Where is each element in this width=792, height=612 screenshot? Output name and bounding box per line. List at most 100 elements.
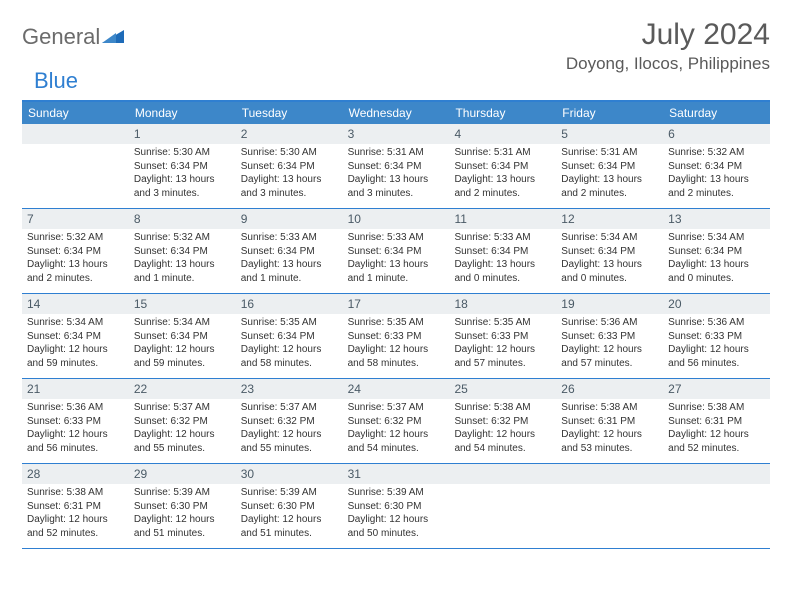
day-body: Sunrise: 5:30 AMSunset: 6:34 PMDaylight:… [129,144,236,204]
day-info-line: Sunrise: 5:38 AM [668,401,765,415]
day-number [663,464,770,484]
day-info-line: Daylight: 12 hours [241,513,338,527]
day-cell: 29Sunrise: 5:39 AMSunset: 6:30 PMDayligh… [129,464,236,548]
day-info-line: Sunset: 6:33 PM [668,330,765,344]
day-body: Sunrise: 5:36 AMSunset: 6:33 PMDaylight:… [22,399,129,459]
day-number: 13 [663,209,770,229]
day-info-line: Daylight: 13 hours [241,173,338,187]
day-number: 27 [663,379,770,399]
day-info-line: Sunset: 6:34 PM [668,160,765,174]
day-number: 12 [556,209,663,229]
day-info-line: Daylight: 13 hours [454,258,551,272]
day-cell: 13Sunrise: 5:34 AMSunset: 6:34 PMDayligh… [663,209,770,293]
day-info-line: Sunset: 6:34 PM [241,160,338,174]
day-cell: 7Sunrise: 5:32 AMSunset: 6:34 PMDaylight… [22,209,129,293]
day-info-line: and 57 minutes. [561,357,658,371]
day-info-line: Daylight: 12 hours [454,343,551,357]
day-cell: 9Sunrise: 5:33 AMSunset: 6:34 PMDaylight… [236,209,343,293]
day-number: 23 [236,379,343,399]
day-info-line: Daylight: 13 hours [561,258,658,272]
day-info-line: Daylight: 12 hours [454,428,551,442]
day-body: Sunrise: 5:39 AMSunset: 6:30 PMDaylight:… [236,484,343,544]
day-info-line: Sunset: 6:30 PM [134,500,231,514]
day-cell: 28Sunrise: 5:38 AMSunset: 6:31 PMDayligh… [22,464,129,548]
day-info-line: and 1 minute. [134,272,231,286]
day-body: Sunrise: 5:37 AMSunset: 6:32 PMDaylight:… [343,399,450,459]
day-body: Sunrise: 5:34 AMSunset: 6:34 PMDaylight:… [22,314,129,374]
day-info-line: and 55 minutes. [134,442,231,456]
day-info-line: and 54 minutes. [454,442,551,456]
day-number: 7 [22,209,129,229]
day-info-line: and 0 minutes. [454,272,551,286]
day-info-line: Daylight: 12 hours [561,428,658,442]
day-body: Sunrise: 5:35 AMSunset: 6:33 PMDaylight:… [343,314,450,374]
day-info-line: Sunrise: 5:36 AM [668,316,765,330]
day-info-line: Sunset: 6:31 PM [561,415,658,429]
day-info-line: Sunset: 6:34 PM [134,330,231,344]
day-info-line: Daylight: 13 hours [454,173,551,187]
day-info-line: and 56 minutes. [27,442,124,456]
brand-logo: General [22,18,126,50]
day-number: 26 [556,379,663,399]
day-info-line: Sunrise: 5:39 AM [241,486,338,500]
day-body: Sunrise: 5:37 AMSunset: 6:32 PMDaylight:… [129,399,236,459]
day-body: Sunrise: 5:34 AMSunset: 6:34 PMDaylight:… [129,314,236,374]
day-info-line: Daylight: 12 hours [348,513,445,527]
day-info-line: Sunset: 6:31 PM [27,500,124,514]
day-info-line: and 57 minutes. [454,357,551,371]
day-cell [663,464,770,548]
day-info-line: and 2 minutes. [454,187,551,201]
day-body: Sunrise: 5:33 AMSunset: 6:34 PMDaylight:… [449,229,556,289]
day-number: 19 [556,294,663,314]
day-info-line: Daylight: 13 hours [134,258,231,272]
day-info-line: and 59 minutes. [27,357,124,371]
day-info-line: Sunset: 6:32 PM [241,415,338,429]
day-number: 28 [22,464,129,484]
day-info-line: Sunset: 6:33 PM [348,330,445,344]
weeks-container: 1Sunrise: 5:30 AMSunset: 6:34 PMDaylight… [22,124,770,549]
day-info-line: Daylight: 13 hours [668,258,765,272]
day-body: Sunrise: 5:35 AMSunset: 6:33 PMDaylight:… [449,314,556,374]
day-number: 8 [129,209,236,229]
day-info-line: Sunset: 6:34 PM [561,160,658,174]
day-cell: 31Sunrise: 5:39 AMSunset: 6:30 PMDayligh… [343,464,450,548]
day-info-line: Daylight: 12 hours [27,343,124,357]
day-body: Sunrise: 5:31 AMSunset: 6:34 PMDaylight:… [556,144,663,204]
day-number: 10 [343,209,450,229]
day-info-line: Sunrise: 5:36 AM [27,401,124,415]
day-cell: 2Sunrise: 5:30 AMSunset: 6:34 PMDaylight… [236,124,343,208]
day-number: 17 [343,294,450,314]
brand-name-2: Blue [34,68,78,94]
day-info-line: Sunset: 6:32 PM [454,415,551,429]
day-info-line: Daylight: 12 hours [134,343,231,357]
day-header: Friday [556,102,663,124]
day-info-line: Sunrise: 5:39 AM [348,486,445,500]
day-info-line: Sunrise: 5:32 AM [668,146,765,160]
day-info-line: Sunrise: 5:38 AM [454,401,551,415]
day-body: Sunrise: 5:33 AMSunset: 6:34 PMDaylight:… [236,229,343,289]
day-body: Sunrise: 5:38 AMSunset: 6:31 PMDaylight:… [22,484,129,544]
day-header: Wednesday [343,102,450,124]
day-cell [22,124,129,208]
day-info-line: Sunrise: 5:35 AM [241,316,338,330]
day-cell: 18Sunrise: 5:35 AMSunset: 6:33 PMDayligh… [449,294,556,378]
day-info-line: and 3 minutes. [348,187,445,201]
day-body: Sunrise: 5:35 AMSunset: 6:34 PMDaylight:… [236,314,343,374]
day-info-line: Sunset: 6:34 PM [134,160,231,174]
day-info-line: Sunrise: 5:36 AM [561,316,658,330]
day-info-line: and 59 minutes. [134,357,231,371]
day-info-line: Sunrise: 5:32 AM [134,231,231,245]
day-info-line: and 2 minutes. [561,187,658,201]
day-body: Sunrise: 5:31 AMSunset: 6:34 PMDaylight:… [343,144,450,204]
day-info-line: Sunrise: 5:31 AM [561,146,658,160]
day-info-line: Daylight: 12 hours [134,513,231,527]
day-cell: 22Sunrise: 5:37 AMSunset: 6:32 PMDayligh… [129,379,236,463]
day-info-line: Sunset: 6:32 PM [348,415,445,429]
day-info-line: Daylight: 13 hours [27,258,124,272]
day-number: 25 [449,379,556,399]
day-info-line: Sunrise: 5:30 AM [241,146,338,160]
day-header: Tuesday [236,102,343,124]
day-body [22,144,129,150]
day-body: Sunrise: 5:37 AMSunset: 6:32 PMDaylight:… [236,399,343,459]
day-header: Thursday [449,102,556,124]
